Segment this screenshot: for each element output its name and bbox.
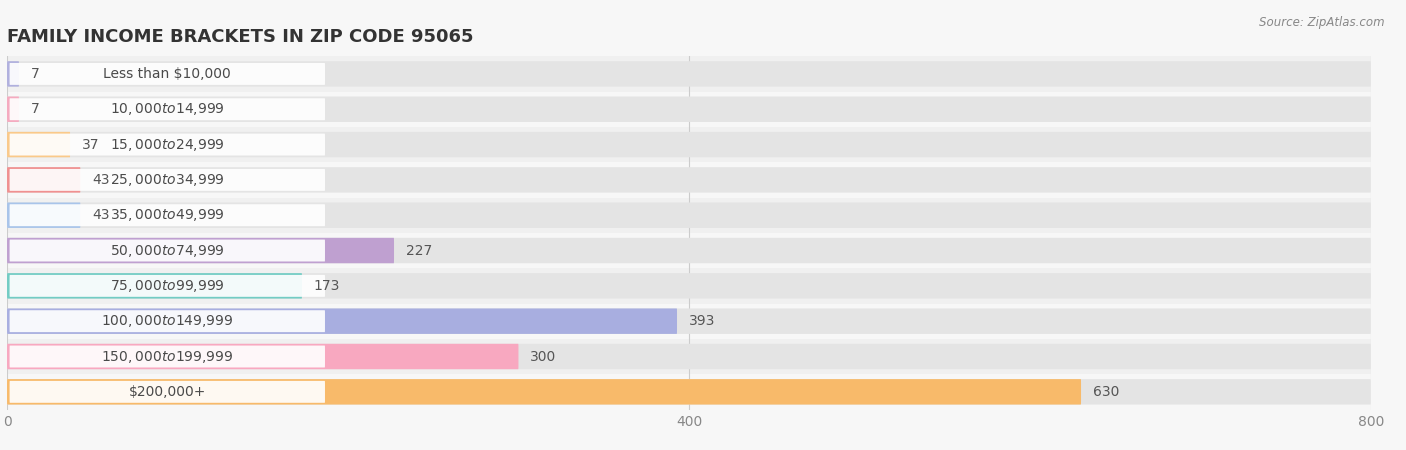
Text: 7: 7 <box>31 102 39 116</box>
FancyBboxPatch shape <box>7 308 1371 334</box>
Bar <box>7 303 1371 339</box>
FancyBboxPatch shape <box>7 96 1371 122</box>
Bar <box>7 339 1371 374</box>
Bar <box>7 127 1371 162</box>
FancyBboxPatch shape <box>10 169 325 191</box>
FancyBboxPatch shape <box>10 98 325 120</box>
FancyBboxPatch shape <box>10 239 325 261</box>
FancyBboxPatch shape <box>10 63 325 85</box>
Text: 7: 7 <box>31 67 39 81</box>
Bar <box>7 374 1371 410</box>
FancyBboxPatch shape <box>10 346 325 368</box>
FancyBboxPatch shape <box>10 381 325 403</box>
FancyBboxPatch shape <box>10 310 325 332</box>
Bar <box>7 92 1371 127</box>
FancyBboxPatch shape <box>7 96 18 122</box>
FancyBboxPatch shape <box>7 61 1371 87</box>
FancyBboxPatch shape <box>7 202 1371 228</box>
Bar <box>7 198 1371 233</box>
Text: 393: 393 <box>689 314 716 328</box>
Text: 173: 173 <box>314 279 340 293</box>
Text: 227: 227 <box>406 243 432 257</box>
FancyBboxPatch shape <box>7 132 70 158</box>
FancyBboxPatch shape <box>10 275 325 297</box>
FancyBboxPatch shape <box>10 134 325 156</box>
Bar <box>7 268 1371 303</box>
FancyBboxPatch shape <box>7 273 302 299</box>
Text: $200,000+: $200,000+ <box>128 385 205 399</box>
Text: $10,000 to $14,999: $10,000 to $14,999 <box>110 101 225 117</box>
Text: Source: ZipAtlas.com: Source: ZipAtlas.com <box>1260 16 1385 29</box>
FancyBboxPatch shape <box>7 167 80 193</box>
FancyBboxPatch shape <box>7 344 519 369</box>
FancyBboxPatch shape <box>7 202 80 228</box>
FancyBboxPatch shape <box>7 379 1371 405</box>
FancyBboxPatch shape <box>7 344 1371 369</box>
Text: $100,000 to $149,999: $100,000 to $149,999 <box>101 313 233 329</box>
FancyBboxPatch shape <box>7 132 1371 158</box>
Text: 300: 300 <box>530 350 557 364</box>
Text: Less than $10,000: Less than $10,000 <box>104 67 231 81</box>
Text: 43: 43 <box>93 208 110 222</box>
FancyBboxPatch shape <box>7 61 18 87</box>
Text: 630: 630 <box>1092 385 1119 399</box>
Bar <box>7 56 1371 92</box>
Text: $50,000 to $74,999: $50,000 to $74,999 <box>110 243 225 259</box>
Text: $25,000 to $34,999: $25,000 to $34,999 <box>110 172 225 188</box>
Bar <box>7 162 1371 198</box>
FancyBboxPatch shape <box>7 273 1371 299</box>
FancyBboxPatch shape <box>7 308 678 334</box>
FancyBboxPatch shape <box>10 204 325 226</box>
Text: 37: 37 <box>82 138 100 152</box>
FancyBboxPatch shape <box>7 379 1081 405</box>
FancyBboxPatch shape <box>7 238 1371 263</box>
Text: 43: 43 <box>93 173 110 187</box>
Text: $35,000 to $49,999: $35,000 to $49,999 <box>110 207 225 223</box>
Text: $75,000 to $99,999: $75,000 to $99,999 <box>110 278 225 294</box>
Bar <box>7 233 1371 268</box>
FancyBboxPatch shape <box>7 167 1371 193</box>
Text: $150,000 to $199,999: $150,000 to $199,999 <box>101 348 233 364</box>
Text: FAMILY INCOME BRACKETS IN ZIP CODE 95065: FAMILY INCOME BRACKETS IN ZIP CODE 95065 <box>7 28 474 46</box>
FancyBboxPatch shape <box>7 238 394 263</box>
Text: $15,000 to $24,999: $15,000 to $24,999 <box>110 136 225 153</box>
